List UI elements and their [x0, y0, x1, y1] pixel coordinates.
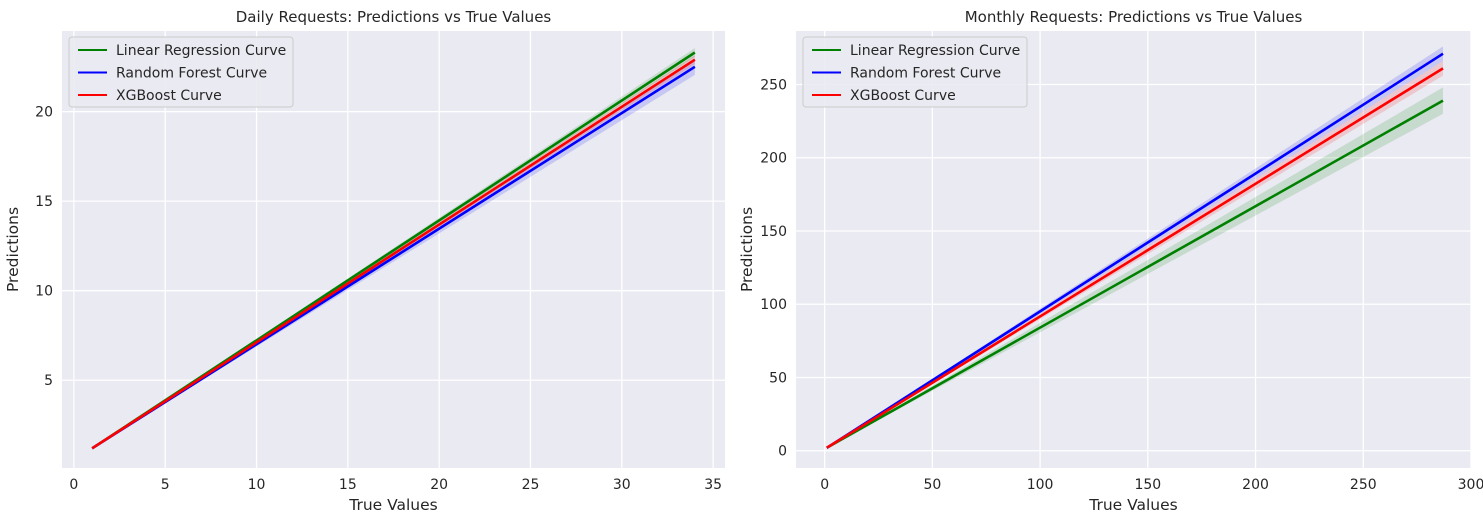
legend-label-1: Linear Regression Curve — [116, 43, 286, 59]
legend-label-2: Random Forest Curve — [850, 66, 1001, 82]
series-line-3 — [826, 67, 1444, 449]
x-tick-label: 30 — [613, 477, 631, 493]
x-tick-label: 20 — [430, 477, 448, 493]
x-tick-label: 0 — [820, 477, 829, 493]
confidence-band-2 — [826, 46, 1443, 448]
y-axis-label: Predictions — [738, 207, 756, 292]
legend: Linear Regression Curve Random Forest Cur… — [68, 36, 294, 108]
x-tick-label: 0 — [69, 477, 78, 493]
y-axis-label: Predictions — [4, 207, 22, 292]
series-line-1 — [826, 99, 1444, 449]
x-tick-label: 50 — [923, 477, 941, 493]
y-tick-label: 10 — [35, 284, 53, 300]
x-axis-label: True Values — [348, 496, 438, 514]
legend-box — [802, 36, 1028, 108]
series-line-2 — [826, 52, 1444, 449]
y-tick-label: 100 — [760, 297, 787, 313]
x-tick-label: 10 — [248, 477, 266, 493]
legend-box — [68, 36, 294, 108]
x-tick-label: 100 — [1027, 477, 1054, 493]
y-tick-label: 50 — [769, 370, 787, 386]
chart-title: Daily Requests: Predictions vs True Valu… — [236, 8, 552, 26]
y-tick-label: 5 — [44, 373, 53, 389]
legend-label-3: XGBoost Curve — [850, 88, 956, 104]
x-tick-label: 35 — [704, 477, 722, 493]
y-tick-label: 200 — [760, 151, 787, 167]
confidence-band-1 — [826, 87, 1443, 449]
series-line-3 — [91, 58, 696, 450]
y-tick-label: 0 — [778, 444, 787, 460]
legend-label-1: Linear Regression Curve — [850, 43, 1020, 59]
y-tick-label: 15 — [35, 194, 53, 210]
chart-2: 0 50 100 150 200 250 300 0 50 100 150 200 250 True Va… — [738, 8, 1483, 514]
legend-label-3: XGBoost Curve — [116, 88, 222, 104]
y-tick-label: 150 — [760, 224, 787, 240]
legend: Linear Regression Curve Random Forest Cur… — [802, 36, 1028, 108]
x-tick-label: 15 — [339, 477, 357, 493]
chart-1: 0 5 10 15 20 25 30 35 5 10 15 20 True Values Predicti… — [4, 8, 725, 514]
confidence-band-3 — [826, 61, 1443, 448]
legend-label-2: Random Forest Curve — [116, 66, 267, 82]
x-tick-label: 25 — [522, 477, 540, 493]
y-tick-label: 20 — [35, 105, 53, 121]
x-tick-label: 250 — [1350, 477, 1377, 493]
x-axis-label: True Values — [1088, 496, 1178, 514]
x-tick-label: 300 — [1458, 477, 1483, 493]
chart-title: Monthly Requests: Predictions vs True Va… — [965, 8, 1303, 26]
y-tick-label: 250 — [760, 77, 787, 93]
x-tick-label: 150 — [1134, 477, 1161, 493]
x-tick-label: 5 — [161, 477, 170, 493]
x-tick-label: 200 — [1242, 477, 1269, 493]
